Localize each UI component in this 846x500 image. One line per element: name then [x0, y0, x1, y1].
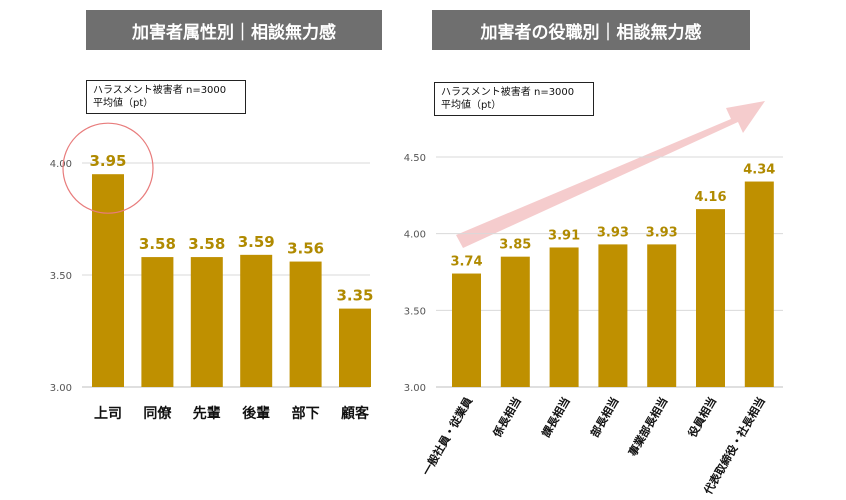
right-bar [744, 181, 774, 387]
right-category-label: 役員相当 [684, 395, 719, 441]
left-sample-note: ハラスメント被害者 n=3000 平均値（pt） [86, 80, 246, 114]
right-category-label: 課長相当 [539, 395, 573, 440]
right-bar [452, 273, 481, 387]
right-bar [500, 256, 530, 387]
left-category-label: 同僚 [143, 405, 172, 422]
left-data-label: 3.95 [89, 152, 126, 170]
right-data-label: 4.34 [743, 163, 775, 178]
right-category-label: 一般社員・従業員 [419, 395, 475, 478]
right-data-label: 4.16 [694, 190, 726, 205]
right-sample-note: ハラスメント被害者 n=3000 平均値（pt） [434, 82, 594, 116]
left-data-label: 3.58 [188, 235, 225, 253]
left-bar [240, 254, 273, 387]
trend-arrow [456, 101, 765, 248]
left-category-label: 上司 [94, 406, 122, 422]
right-y-tick-label: 4.50 [404, 153, 426, 164]
left-bar [190, 257, 223, 387]
right-category-label: 係長相当 [490, 395, 524, 440]
left-y-tick-label: 3.50 [50, 271, 72, 282]
right-category-label: 事業部長相当 [625, 395, 670, 459]
right-y-tick-label: 3.00 [404, 383, 426, 394]
right-category-label: 部長相当 [587, 395, 621, 440]
right-bar [647, 244, 677, 387]
right-data-label: 3.85 [499, 238, 531, 253]
right-bar [598, 244, 628, 387]
highlight-circle [62, 122, 154, 214]
right-chart-title: 加害者の役職別｜相談無力感 [432, 10, 750, 50]
left-category-label: 後輩 [242, 405, 270, 422]
left-bar [339, 308, 371, 387]
left-bar [92, 174, 124, 387]
left-bar [141, 257, 174, 387]
left-chart-title: 加害者属性別｜相談無力感 [86, 10, 382, 50]
left-category-label: 先輩 [193, 405, 221, 422]
left-y-tick-label: 4.00 [50, 159, 72, 170]
right-y-tick-label: 4.00 [404, 230, 426, 241]
right-y-tick-label: 3.50 [404, 306, 426, 317]
left-bar [289, 261, 322, 387]
right-note-line-2: 平均値（pt） [441, 100, 502, 111]
right-data-label: 3.74 [450, 255, 482, 270]
right-bar [549, 247, 579, 387]
right-data-label: 3.93 [597, 225, 629, 240]
left-data-label: 3.59 [238, 233, 275, 251]
left-y-tick-label: 3.00 [50, 383, 72, 394]
right-data-label: 3.91 [548, 228, 580, 243]
left-category-label: 顧客 [341, 405, 370, 422]
left-note-line-2: 平均値（pt） [93, 98, 154, 109]
left-data-label: 3.58 [139, 235, 176, 253]
left-note-line-1: ハラスメント被害者 n=3000 [93, 85, 227, 96]
right-bar [696, 209, 725, 387]
right-note-line-1: ハラスメント被害者 n=3000 [441, 87, 575, 98]
left-data-label: 3.56 [287, 240, 324, 258]
right-data-label: 3.93 [646, 225, 678, 240]
left-category-label: 部下 [292, 405, 320, 422]
left-data-label: 3.35 [336, 287, 373, 305]
